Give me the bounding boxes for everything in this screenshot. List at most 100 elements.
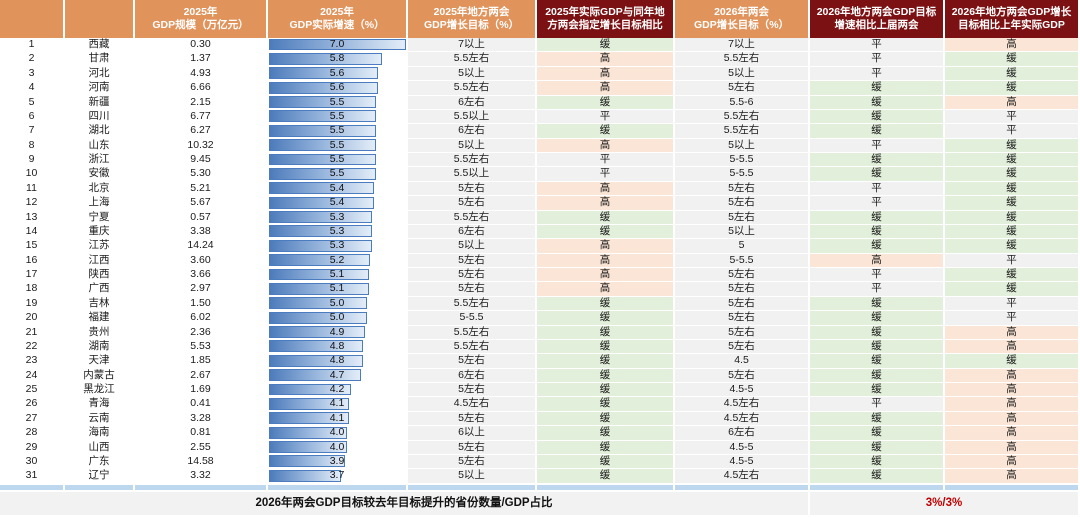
- cell-target-2025: 5-5.5: [408, 311, 537, 326]
- table-row: 12 上海 5.67 5.4 5左右高 5左右平缓: [0, 196, 1080, 211]
- cell-cmp-prev-target: 平: [810, 282, 945, 297]
- cell-cmp-2025: 缓: [537, 411, 675, 427]
- cell-target-2026: 5左右: [675, 210, 810, 225]
- cell-target-2025: 5左右: [408, 440, 537, 455]
- cell-cmp-prev-target: 缓: [810, 454, 945, 470]
- cell-target-2025: 5左右: [408, 282, 537, 297]
- cell-gdp-2025: 3.28: [135, 411, 268, 427]
- growth-value: 5.0: [329, 311, 345, 324]
- cell-growth-2025: 4.1: [268, 411, 408, 427]
- cell-cmp-actual-gdp: 高: [945, 440, 1080, 455]
- cell-province: 湖南: [65, 339, 135, 355]
- cell-cmp-2025: 缓: [537, 124, 675, 139]
- cell-cmp-prev-target: 平: [810, 268, 945, 283]
- table-row: 29 山西 2.55 4.0 5左右缓 4.5-5 缓高: [0, 440, 1080, 455]
- cell-cmp-prev-target: 平: [810, 52, 945, 67]
- growth-value: 5.0: [329, 296, 345, 309]
- growth-bar: [269, 326, 365, 338]
- cell-cmp-prev-target: 缓: [810, 95, 945, 110]
- cell-cmp-2025: 平: [537, 167, 675, 182]
- cell-cmp-prev-target: 缓: [810, 440, 945, 455]
- cell-province: 江苏: [65, 239, 135, 254]
- growth-value: 5.3: [329, 224, 345, 237]
- cell-growth-2025: 4.2: [268, 383, 408, 398]
- cell-target-2026: 5左右: [675, 181, 810, 197]
- cell-cmp-prev-target: 缓: [810, 469, 945, 484]
- cell-target-2025: 6左右: [408, 124, 537, 139]
- table-row: 15 江苏 14.24 5.3 5以上高 5 缓缓: [0, 239, 1080, 254]
- cell-cmp-2025: 缓: [537, 339, 675, 355]
- cell-gdp-2025: 1.85: [135, 354, 268, 369]
- growth-bar: [269, 167, 377, 180]
- growth-value: 4.1: [329, 411, 345, 424]
- cell-target-2026: 5左右: [675, 368, 810, 383]
- cell-rank: 30: [0, 454, 65, 470]
- cell-province: 江西: [65, 253, 135, 268]
- growth-value: 4.0: [329, 426, 345, 439]
- cell-growth-2025: 5.6: [268, 81, 408, 96]
- growth-bar: [269, 455, 346, 468]
- growth-value: 5.8: [329, 52, 345, 65]
- cell-target-2025: 7以上: [408, 38, 537, 53]
- table-row: 3 河北 4.93 5.6 5以上高 5以上平缓: [0, 66, 1080, 82]
- cell-gdp-2025: 6.77: [135, 109, 268, 125]
- cell-growth-2025: 5.0: [268, 311, 408, 326]
- cell-gdp-2025: 6.27: [135, 124, 268, 139]
- cell-cmp-2025: 高: [537, 52, 675, 67]
- table-row: 28 海南 0.81 4.0 6以上缓 6左右缓高: [0, 426, 1080, 441]
- cell-gdp-2025: 0.30: [135, 38, 268, 53]
- cell-cmp-prev-target: 缓: [810, 411, 945, 427]
- cell-target-2025: 6左右: [408, 224, 537, 240]
- cell-growth-2025: 4.0: [268, 426, 408, 441]
- column-header-cmp-prev: 2026年地方两会GDP目标 增速相比上届两会: [810, 0, 945, 38]
- table-row: 27 云南 3.28 4.1 5左右缓 4.5左右缓高: [0, 411, 1080, 427]
- cell-province: 北京: [65, 181, 135, 197]
- growth-bar: [269, 38, 406, 51]
- cell-growth-2025: 4.8: [268, 339, 408, 355]
- table-row: 2 甘肃 1.37 5.8 5.5左右高 5.5左右平缓: [0, 52, 1080, 67]
- cell-rank: 24: [0, 368, 65, 383]
- separator-row: [0, 485, 1080, 491]
- table-row: 31 辽宁 3.32 3.7 5以上缓 4.5左右缓高: [0, 469, 1080, 484]
- separator-segment: [810, 485, 945, 491]
- growth-bar: [269, 441, 348, 453]
- growth-value: 5.2: [329, 253, 345, 266]
- growth-bar: [269, 268, 369, 281]
- table-row: 26 青海 0.41 4.1 4.5左右缓 4.5左右平高: [0, 397, 1080, 412]
- cell-target-2025: 6左右: [408, 368, 537, 383]
- cell-growth-2025: 4.0: [268, 440, 408, 455]
- growth-value: 4.1: [329, 397, 345, 410]
- table-row: 13 宁夏 0.57 5.3 5.5左右缓 5左右缓缓: [0, 210, 1080, 225]
- column-header-cmp-2025: 2025年实际GDP与同年地 方两会指定增长目标相比: [537, 0, 675, 38]
- growth-bar: [269, 124, 377, 137]
- growth-bar: [269, 239, 373, 252]
- cell-cmp-prev-target: 缓: [810, 124, 945, 139]
- cell-cmp-2025: 缓: [537, 397, 675, 412]
- cell-cmp-actual-gdp: 缓: [945, 239, 1080, 254]
- cell-province: 福建: [65, 311, 135, 326]
- cell-target-2025: 5左右: [408, 268, 537, 283]
- cell-gdp-2025: 1.50: [135, 296, 268, 312]
- cell-province: 山东: [65, 138, 135, 153]
- separator-segment: [0, 485, 65, 491]
- table-row: 23 天津 1.85 4.8 5左右缓 4.5 缓缓: [0, 354, 1080, 369]
- growth-bar: [269, 110, 377, 123]
- cell-province: 云南: [65, 411, 135, 427]
- cell-gdp-2025: 6.66: [135, 81, 268, 96]
- cell-cmp-2025: 缓: [537, 311, 675, 326]
- cell-target-2026: 4.5左右: [675, 411, 810, 427]
- cell-gdp-2025: 2.15: [135, 95, 268, 110]
- cell-cmp-2025: 缓: [537, 325, 675, 340]
- cell-target-2025: 5.5左右: [408, 153, 537, 168]
- cell-target-2025: 5.5左右: [408, 52, 537, 67]
- cell-target-2025: 5.5左右: [408, 296, 537, 312]
- cell-target-2026: 5以上: [675, 138, 810, 153]
- cell-cmp-2025: 缓: [537, 210, 675, 225]
- growth-bar: [269, 225, 373, 238]
- cell-cmp-prev-target: 缓: [810, 239, 945, 254]
- cell-target-2025: 5左右: [408, 253, 537, 268]
- table-row: 4 河南 6.66 5.6 5.5左右高 5左右缓缓: [0, 81, 1080, 96]
- cell-province: 西藏: [65, 38, 135, 53]
- growth-bar: [269, 397, 350, 410]
